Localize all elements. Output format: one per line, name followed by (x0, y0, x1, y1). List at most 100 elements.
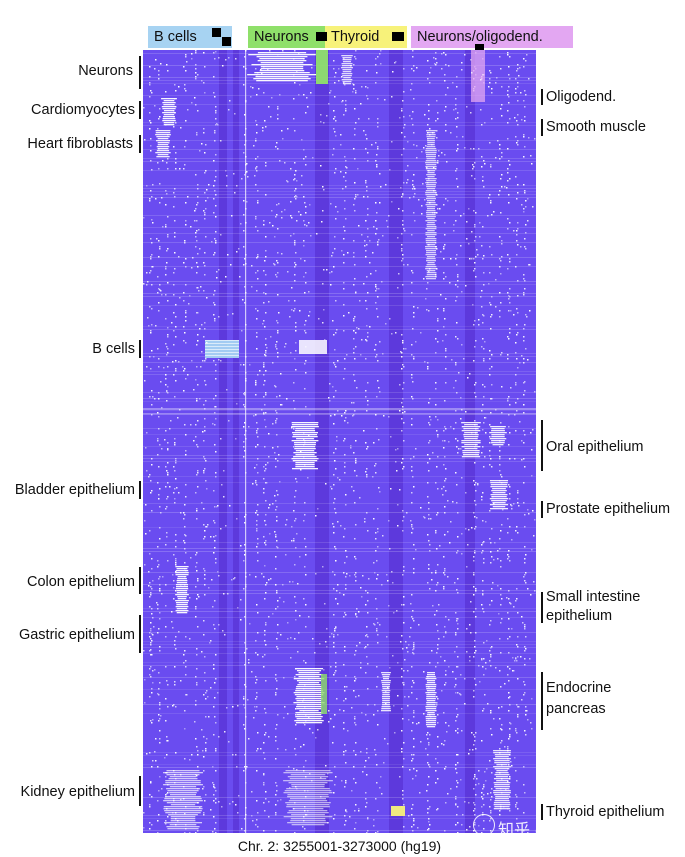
signal-dot (428, 744, 430, 746)
divider-band (143, 408, 536, 410)
signal-block (493, 750, 511, 752)
signal-block (426, 272, 436, 274)
signal-dot (155, 325, 157, 327)
signal-dot (345, 614, 347, 616)
signal-dot (264, 326, 266, 328)
signal-dot (336, 590, 338, 592)
signal-dot (515, 530, 517, 532)
signal-dot (173, 587, 175, 589)
signal-dot (151, 613, 153, 615)
signal-dot (429, 82, 431, 84)
signal-dot (166, 354, 168, 356)
signal-dot (482, 226, 484, 228)
signal-dot (196, 648, 198, 650)
signal-dot (456, 150, 458, 152)
signal-dot (173, 704, 175, 706)
signal-dot (240, 364, 242, 366)
signal-dot (175, 158, 177, 160)
signal-dot (436, 194, 438, 196)
signal-dot (435, 770, 437, 772)
signal-dot (460, 215, 462, 217)
signal-dot (275, 728, 277, 730)
signal-dot (347, 730, 349, 732)
signal-dot (165, 544, 167, 546)
signal-dot (343, 572, 345, 574)
signal-dot (294, 162, 296, 164)
signal-dot (294, 266, 296, 268)
signal-dot (264, 520, 266, 522)
signal-dot (262, 130, 264, 132)
signal-dot (375, 142, 377, 144)
signal-dot (185, 694, 187, 696)
signal-dot (455, 684, 457, 686)
signal-block (464, 438, 478, 440)
signal-dot (236, 251, 238, 253)
signal-dot (411, 492, 413, 494)
signal-dot (401, 132, 403, 134)
signal-dot (515, 384, 517, 386)
signal-dot (189, 832, 191, 833)
signal-dot (207, 524, 209, 526)
signal-dot (261, 409, 263, 411)
signal-dot (411, 377, 413, 379)
signal-dot (515, 728, 517, 730)
signal-dot (158, 78, 160, 80)
signal-dot (286, 519, 288, 521)
signal-dot (174, 498, 176, 500)
row-line (143, 617, 536, 618)
signal-dot (345, 820, 347, 822)
signal-dot (174, 640, 176, 642)
signal-dot (275, 584, 277, 586)
signal-dot (406, 512, 408, 514)
signal-dot (377, 126, 379, 128)
signal-dot (513, 606, 515, 608)
signal-dot (345, 108, 347, 110)
signal-dot (477, 483, 479, 485)
signal-dot (275, 692, 277, 694)
signal-dot (173, 294, 175, 296)
signal-dot (468, 243, 470, 245)
signal-dot (524, 190, 526, 192)
signal-dot (447, 531, 449, 533)
signal-dot (527, 198, 529, 200)
signal-dot (257, 612, 259, 614)
signal-dot (192, 257, 194, 259)
signal-dot (358, 118, 360, 120)
signal-dot (265, 584, 267, 586)
signal-dot (481, 604, 483, 606)
signal-dot (307, 810, 309, 812)
signal-dot (402, 193, 404, 195)
signal-dot (336, 440, 338, 442)
signal-dot (413, 358, 415, 360)
signal-dot (524, 664, 526, 666)
signal-block (495, 776, 509, 778)
signal-dot (517, 646, 519, 648)
signal-dot (515, 770, 517, 772)
signal-dot (175, 122, 177, 124)
signal-dot (437, 488, 439, 490)
signal-dot (402, 284, 404, 286)
signal-dot (490, 654, 492, 656)
signal-dot (515, 730, 517, 732)
signal-dot (295, 490, 297, 492)
signal-block (426, 180, 436, 182)
signal-dot (151, 654, 153, 656)
row-line (143, 542, 536, 543)
signal-dot (411, 666, 413, 668)
signal-dot (413, 646, 415, 648)
signal-block (283, 772, 333, 774)
signal-dot (500, 686, 502, 688)
signal-dot (275, 830, 277, 832)
left-label-bladder-epithelium: Bladder epithelium (14, 482, 135, 498)
signal-dot (456, 772, 458, 774)
signal-dot (461, 824, 463, 826)
signal-dot (427, 762, 429, 764)
signal-dot (287, 638, 289, 640)
signal-dot (499, 190, 501, 192)
signal-dot (455, 284, 457, 286)
signal-dot (460, 448, 462, 450)
signal-dot (263, 292, 265, 294)
signal-block (425, 706, 437, 708)
signal-dot (403, 366, 405, 368)
signal-block (296, 714, 322, 716)
